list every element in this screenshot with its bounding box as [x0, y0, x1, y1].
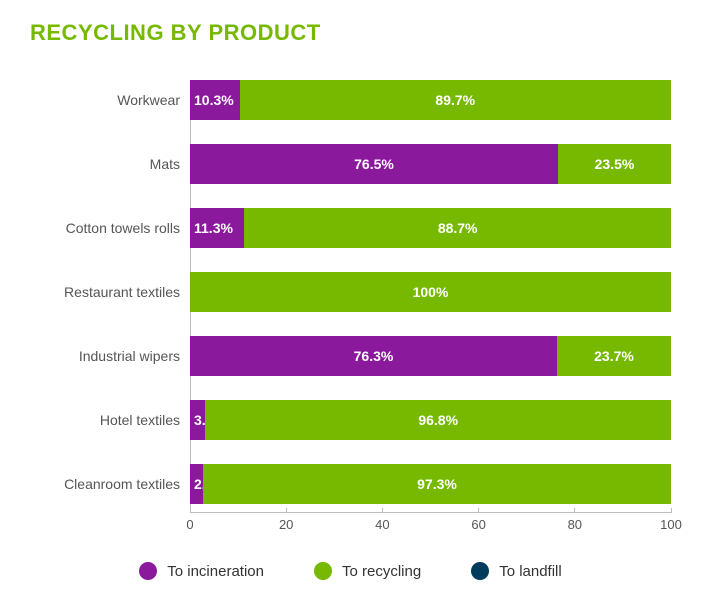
x-axis: 020406080100 [190, 512, 671, 538]
bar-track: 10.3% 89.7% [190, 80, 671, 120]
tick-label: 0 [186, 517, 193, 532]
bar-track: 76.5% 23.5% [190, 144, 671, 184]
category-label: Workwear [30, 80, 180, 120]
bar-segment-recycling: 96.8% [205, 400, 671, 440]
bar-segment-recycling: 23.5% [558, 144, 671, 184]
bar-row: Workwear10.3%89.7% [190, 80, 671, 120]
bar-segment-recycling: 89.7% [240, 80, 671, 120]
bar-segment-recycling: 97.3% [203, 464, 671, 504]
bar-track: 2.7% 97.3% [190, 464, 671, 504]
category-label: Cotton towels rolls [30, 208, 180, 248]
tick-label: 100 [660, 517, 682, 532]
bar-track: 100% [190, 272, 671, 312]
legend-swatch [139, 562, 157, 580]
bar-segment-recycling: 88.7% [244, 208, 671, 248]
legend-item-incineration: To incineration [139, 562, 264, 580]
segment-value: 100% [413, 284, 449, 300]
bar-segment-incineration: 76.5% [190, 144, 558, 184]
bar-segment-recycling: 23.7% [557, 336, 671, 376]
legend-label: To landfill [499, 563, 562, 580]
tick-mark [286, 508, 287, 513]
bar-row: Cleanroom textiles2.7%97.3% [190, 464, 671, 504]
tick-label: 60 [471, 517, 485, 532]
segment-value: 11.3% [190, 220, 233, 236]
bar-row: Cotton towels rolls11.3%88.7% [190, 208, 671, 248]
bar-row: Hotel textiles3.2%96.8% [190, 400, 671, 440]
legend-label: To recycling [342, 563, 421, 580]
legend-swatch [314, 562, 332, 580]
bar-row: Mats76.5%23.5% [190, 144, 671, 184]
legend-swatch [471, 562, 489, 580]
bar-row: Industrial wipers76.3%23.7% [190, 336, 671, 376]
segment-value: 76.3% [354, 348, 394, 364]
bar-segment-incineration: 76.3% [190, 336, 557, 376]
bar-track: 3.2% 96.8% [190, 400, 671, 440]
tick-mark [478, 508, 479, 513]
category-label: Mats [30, 144, 180, 184]
bar-segment-incineration: 10.3% [190, 80, 240, 120]
segment-value: 97.3% [417, 476, 457, 492]
bar-track: 11.3% 88.7% [190, 208, 671, 248]
segment-value: 10.3% [190, 92, 234, 108]
tick-mark [671, 508, 672, 513]
segment-value: 23.5% [595, 156, 635, 172]
category-label: Cleanroom textiles [30, 464, 180, 504]
category-label: Industrial wipers [30, 336, 180, 376]
chart-area: Workwear 10.3% 89.7% Mats 76.5% 23.5% Cotton t… [30, 74, 671, 538]
segment-value: 88.7% [438, 220, 478, 236]
bar-segment-incineration: 3.2% [190, 400, 205, 440]
bar-segment-recycling: 100% [190, 272, 671, 312]
tick-label: 40 [375, 517, 389, 532]
bar-segment-incineration: 11.3% [190, 208, 244, 248]
bar-row: Restaurant textiles100% [190, 272, 671, 312]
segment-value: 76.5% [354, 156, 394, 172]
segment-value: 23.7% [594, 348, 634, 364]
tick-mark [190, 508, 191, 513]
tick-label: 80 [568, 517, 582, 532]
bar-track: 76.3% 23.7% [190, 336, 671, 376]
segment-value: 96.8% [418, 412, 458, 428]
tick-mark [574, 508, 575, 513]
legend-label: To incineration [167, 563, 264, 580]
tick-mark [382, 508, 383, 513]
tick-label: 20 [279, 517, 293, 532]
bar-segment-incineration: 2.7% [190, 464, 203, 504]
legend-item-landfill: To landfill [471, 562, 562, 580]
legend: To incineration To recycling To landfill [30, 562, 671, 580]
category-label: Hotel textiles [30, 400, 180, 440]
legend-item-recycling: To recycling [314, 562, 421, 580]
plot-area: Workwear10.3%89.7%Mats76.5%23.5%Cotton t… [190, 74, 671, 504]
category-label: Restaurant textiles [30, 272, 180, 312]
chart-title: RECYCLING BY PRODUCT [30, 20, 671, 46]
segment-value: 89.7% [435, 92, 475, 108]
